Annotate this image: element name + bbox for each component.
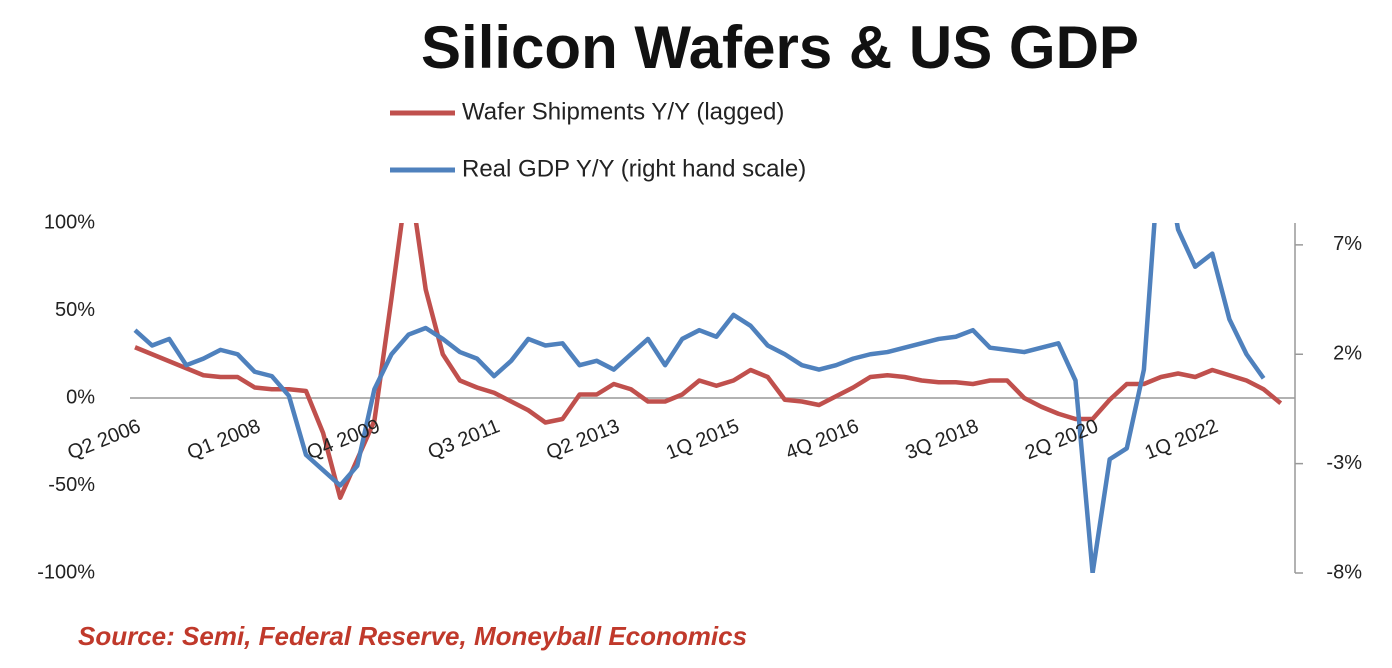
x-tick-label: 2Q 2020 — [1022, 415, 1101, 464]
y-tick-label: -100% — [37, 561, 95, 583]
x-tick-label: 1Q 2015 — [663, 415, 742, 464]
plot-area — [133, 223, 1283, 573]
series-line — [134, 223, 1283, 500]
x-tick-label: 3Q 2018 — [902, 415, 981, 464]
x-tick-label: Q2 2006 — [64, 415, 143, 464]
source-note: Source: Semi, Federal Reserve, Moneyball… — [78, 621, 747, 651]
y-tick-label: 50% — [55, 299, 95, 321]
y-tick-label: -50% — [48, 474, 95, 496]
x-tick-label: 4Q 2016 — [783, 415, 862, 464]
x-tick-label: Q1 2008 — [184, 415, 263, 464]
legend-label: Wafer Shipments Y/Y (lagged) — [462, 98, 784, 125]
legend-label: Real GDP Y/Y (right hand scale) — [462, 155, 806, 182]
chart-title: Silicon Wafers & US GDP — [421, 14, 1139, 81]
y2-tick-label: -3% — [1326, 452, 1362, 474]
x-tick-label: Q4 2009 — [304, 415, 383, 464]
y-tick-label: 100% — [44, 211, 95, 233]
y-tick-label: 0% — [66, 386, 95, 408]
y2-tick-label: -8% — [1326, 561, 1362, 583]
y2-tick-label: 2% — [1333, 343, 1362, 365]
x-tick-label: 1Q 2022 — [1142, 415, 1221, 464]
series-line — [133, 223, 1266, 573]
y2-tick-label: 7% — [1333, 233, 1362, 255]
x-tick-label: Q3 2011 — [425, 415, 503, 464]
